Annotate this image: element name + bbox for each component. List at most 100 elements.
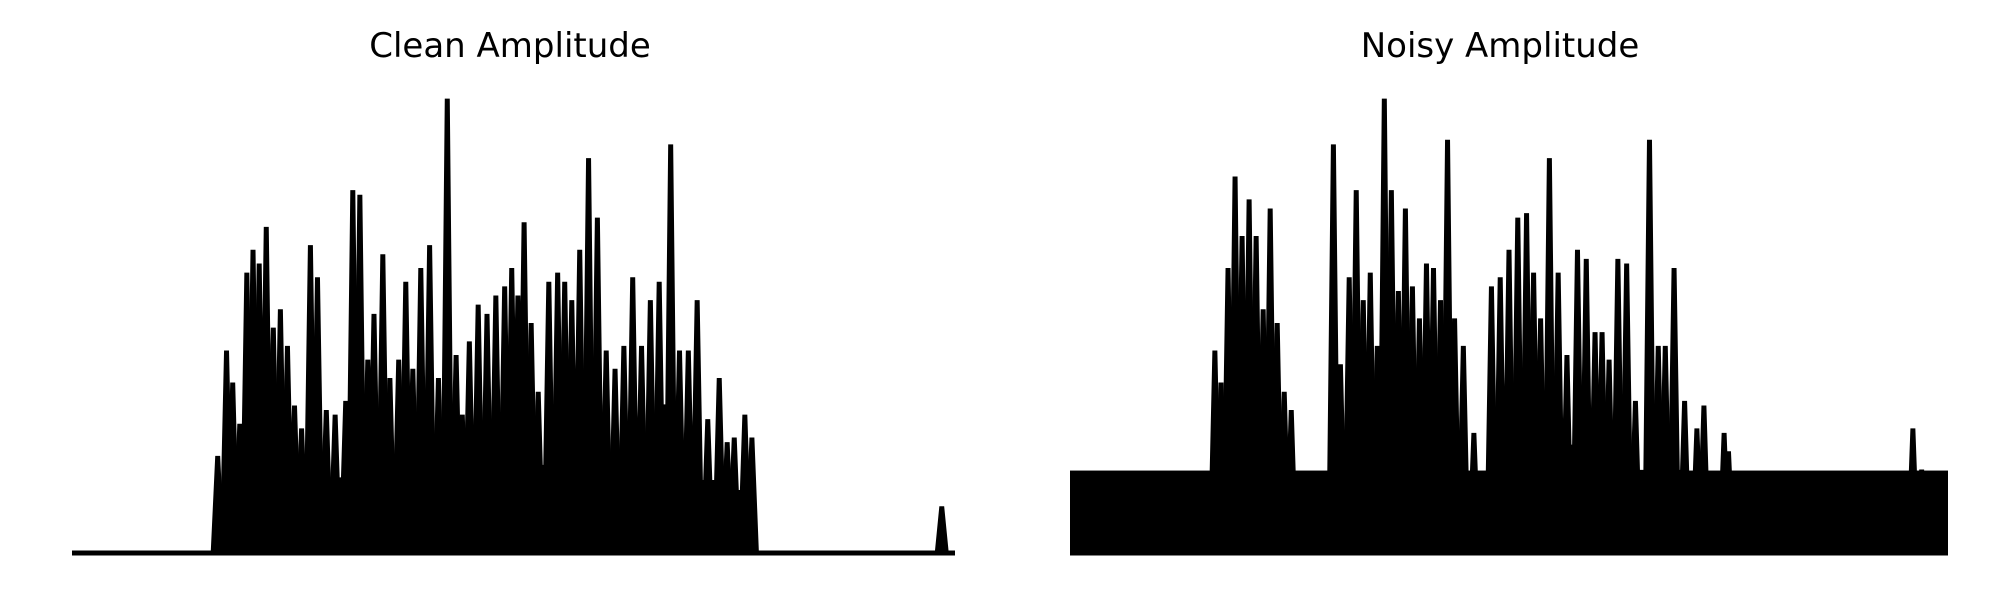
amplitude-envelope <box>697 479 708 553</box>
amplitude-envelope <box>1703 487 1725 553</box>
amplitude-envelope <box>1263 419 1271 553</box>
amplitude-envelope <box>1440 414 1448 553</box>
amplitude-envelope <box>1473 487 1492 553</box>
amplitude-envelope <box>744 490 752 553</box>
amplitude-envelope <box>478 422 488 553</box>
amplitude-envelope <box>1377 439 1385 553</box>
amplitude-envelope <box>1617 394 1627 553</box>
amplitude-envelope <box>1500 401 1509 553</box>
chart-plot-area <box>1070 98 1948 556</box>
amplitude-envelope <box>1609 447 1618 553</box>
amplitude-envelope <box>310 401 318 553</box>
amplitude-envelope <box>345 469 353 553</box>
amplitude-envelope <box>398 447 406 553</box>
amplitude-envelope <box>1419 424 1427 553</box>
amplitude-envelope <box>1454 439 1464 553</box>
amplitude-envelope <box>456 477 463 553</box>
amplitude-envelope <box>1242 379 1250 553</box>
amplitude-envelope <box>1626 469 1636 553</box>
amplitude-envelope <box>246 399 254 553</box>
amplitude-envelope <box>1912 507 1922 553</box>
amplitude-envelope <box>1658 439 1666 553</box>
amplitude-envelope <box>597 442 607 553</box>
amplitude-envelope <box>1405 406 1413 553</box>
amplitude-envelope <box>1228 396 1236 553</box>
amplitude-envelope <box>1665 439 1675 553</box>
amplitude-envelope <box>524 427 532 553</box>
amplitude-envelope <box>1426 396 1434 553</box>
amplitude-envelope <box>438 457 448 553</box>
amplitude-envelope <box>1540 424 1550 553</box>
amplitude-envelope <box>1433 414 1441 553</box>
amplitude-envelope <box>623 439 633 553</box>
amplitude-envelope <box>1284 474 1292 553</box>
amplitude-envelope <box>679 442 689 553</box>
amplitude-envelope <box>1674 469 1685 553</box>
amplitude-envelope <box>1635 469 1650 553</box>
chart-panel-clean: Clean Amplitude <box>72 26 955 556</box>
amplitude-envelope <box>1221 459 1229 553</box>
amplitude-envelope <box>217 500 227 553</box>
amplitude-envelope <box>688 442 698 553</box>
amplitude-envelope <box>420 396 430 553</box>
amplitude-envelope <box>659 404 671 553</box>
amplitude-envelope <box>1235 379 1243 553</box>
amplitude-envelope <box>335 477 346 553</box>
amplitude-envelope <box>1249 379 1257 553</box>
amplitude-envelope <box>317 474 327 553</box>
amplitude-envelope <box>1256 419 1264 553</box>
amplitude-envelope <box>389 457 399 553</box>
amplitude-envelope <box>232 482 240 553</box>
amplitude-envelope <box>226 459 233 553</box>
amplitude-envelope <box>1724 497 1729 553</box>
amplitude-envelope <box>359 447 368 553</box>
amplitude-envelope <box>382 457 390 553</box>
amplitude-envelope <box>517 411 525 553</box>
amplitude-envelope <box>1491 406 1501 553</box>
amplitude-envelope <box>1349 401 1357 553</box>
amplitude-envelope <box>1340 449 1350 553</box>
amplitude-envelope <box>557 404 565 553</box>
amplitude-envelope <box>373 422 383 553</box>
amplitude-envelope <box>266 429 274 553</box>
amplitude-envelope <box>1684 484 1697 553</box>
amplitude-envelope <box>280 439 288 553</box>
amplitude-envelope <box>1602 447 1610 553</box>
amplitude-envelope <box>564 414 572 553</box>
amplitude-envelope <box>1391 409 1399 553</box>
amplitude-envelope <box>462 477 470 553</box>
amplitude-envelope <box>1277 464 1285 553</box>
amplitude-envelope <box>538 464 549 553</box>
amplitude-envelope <box>719 492 728 553</box>
chart-title: Clean Amplitude <box>369 26 651 66</box>
amplitude-envelope <box>650 414 660 553</box>
amplitude-envelope <box>301 484 311 553</box>
amplitude-envelope <box>1509 386 1518 553</box>
amplitude-envelope <box>511 411 518 553</box>
amplitude-envelope <box>405 452 413 553</box>
amplitude-envelope <box>447 444 457 553</box>
amplitude-envelope <box>367 447 374 553</box>
amplitude-envelope <box>1363 414 1371 553</box>
amplitude-envelope <box>1214 459 1222 553</box>
amplitude-envelope <box>1412 424 1420 553</box>
amplitude-envelope <box>412 452 421 553</box>
amplitude-envelope <box>641 439 651 553</box>
chart-title: Noisy Amplitude <box>1360 26 1640 66</box>
amplitude-envelope <box>727 492 735 553</box>
amplitude-envelope <box>259 394 267 553</box>
amplitude-envelope <box>1447 424 1455 553</box>
amplitude-envelope <box>531 464 539 553</box>
amplitude-envelope <box>615 452 624 553</box>
amplitude-envelope <box>239 482 247 553</box>
amplitude-peak <box>934 506 949 554</box>
amplitude-envelope <box>469 437 479 553</box>
amplitude-envelope <box>495 411 505 553</box>
amplitude-envelope <box>294 484 302 553</box>
amplitude-envelope <box>632 439 642 553</box>
amplitude-envelope <box>606 452 616 553</box>
amplitude-envelope <box>579 386 589 553</box>
amplitude-envelope <box>571 414 580 553</box>
amplitude-envelope <box>707 479 720 553</box>
amplitude-envelope <box>253 394 260 553</box>
